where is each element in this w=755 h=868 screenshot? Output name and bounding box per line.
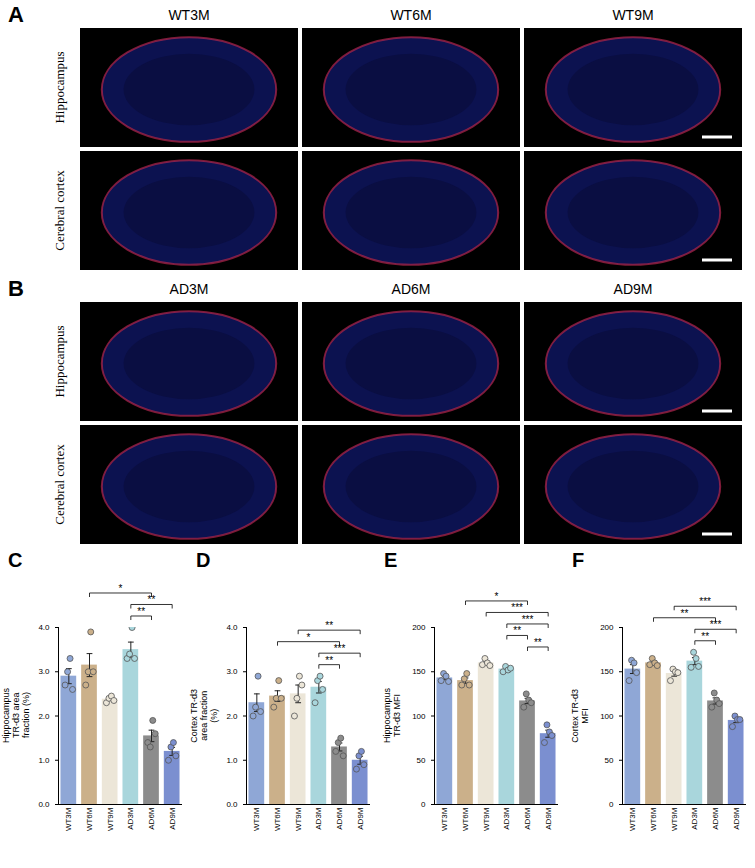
svg-text:200: 200	[600, 623, 614, 632]
svg-text:150: 150	[412, 667, 426, 676]
svg-text:**: **	[325, 620, 333, 631]
svg-text:200: 200	[412, 623, 426, 632]
svg-text:Hippocampus: Hippocampus	[52, 51, 67, 123]
svg-text:150: 150	[600, 667, 614, 676]
svg-text:AD9M: AD9M	[356, 807, 365, 830]
svg-text:2.0: 2.0	[226, 712, 238, 721]
svg-text:***: ***	[710, 619, 722, 630]
svg-text:***: ***	[511, 602, 523, 613]
svg-text:WT3M: WT3M	[440, 807, 449, 831]
html-text:Cortex TR-d3 area fraction (%): Cortex TR-d3 area fraction (%)	[189, 688, 219, 743]
svg-text:AD6M: AD6M	[147, 807, 156, 830]
svg-text:1.0: 1.0	[38, 756, 50, 765]
svg-text:AD3M: AD3M	[502, 807, 511, 830]
html-text:F: F	[572, 549, 585, 571]
svg-text:AD9M: AD9M	[732, 807, 741, 830]
html-text:Cortex TR-d3 MFI: Cortex TR-d3 MFI	[570, 688, 590, 743]
svg-text:B: B	[8, 276, 24, 301]
svg-text:AD3M: AD3M	[126, 807, 135, 830]
svg-text:AD6M: AD6M	[335, 807, 344, 830]
svg-text:WT9M: WT9M	[294, 807, 303, 831]
svg-text:**: **	[325, 655, 333, 666]
svg-text:**: **	[534, 637, 542, 648]
svg-text:Cerebral cortex: Cerebral cortex	[52, 444, 67, 525]
svg-text:AD6M: AD6M	[392, 281, 431, 297]
svg-text:0.0: 0.0	[226, 800, 238, 809]
html-text:C: C	[8, 549, 23, 571]
svg-text:AD3M: AD3M	[690, 807, 699, 830]
svg-text:*: *	[307, 632, 311, 643]
svg-text:***: ***	[522, 614, 534, 625]
svg-text:**: **	[148, 594, 156, 605]
svg-text:***: ***	[334, 643, 346, 654]
svg-text:WT3M: WT3M	[64, 807, 73, 831]
svg-text:WT6M: WT6M	[85, 807, 94, 831]
svg-text:A: A	[8, 2, 24, 27]
svg-text:WT9M: WT9M	[612, 7, 653, 23]
svg-text:AD3M: AD3M	[314, 807, 323, 830]
html-text:D: D	[196, 549, 211, 571]
html-text:E: E	[384, 549, 398, 571]
html-text:Hippocampus TR-d3 MFI: Hippocampus TR-d3 MFI	[382, 688, 402, 743]
html-text:Hippocampus TR-d3 area fractio: Hippocampus TR-d3 area fraction (%)	[1, 688, 31, 743]
svg-text:**: **	[513, 625, 521, 636]
svg-text:0.0: 0.0	[38, 800, 50, 809]
svg-text:*: *	[119, 583, 123, 594]
svg-text:50: 50	[417, 756, 426, 765]
svg-text:**: **	[137, 606, 145, 617]
svg-text:WT6M: WT6M	[461, 807, 470, 831]
svg-text:100: 100	[600, 712, 614, 721]
svg-text:1.0: 1.0	[226, 756, 238, 765]
svg-text:WT9M: WT9M	[670, 807, 679, 831]
svg-text:4.0: 4.0	[38, 623, 50, 632]
svg-text:Hippocampus: Hippocampus	[52, 325, 67, 397]
svg-text:AD9M: AD9M	[168, 807, 177, 830]
svg-text:3.0: 3.0	[38, 667, 50, 676]
svg-text:*: *	[495, 591, 499, 602]
svg-text:Cerebral cortex: Cerebral cortex	[52, 170, 67, 251]
svg-text:**: **	[701, 631, 709, 642]
svg-text:WT9M: WT9M	[482, 807, 491, 831]
svg-text:AD9M: AD9M	[544, 807, 553, 830]
svg-text:WT3M: WT3M	[252, 807, 261, 831]
svg-text:AD6M: AD6M	[523, 807, 532, 830]
svg-text:WT6M: WT6M	[390, 7, 431, 23]
svg-text:WT3M: WT3M	[628, 807, 637, 831]
svg-text:WT3M: WT3M	[168, 7, 209, 23]
svg-text:2.0: 2.0	[38, 712, 50, 721]
svg-text:WT6M: WT6M	[273, 807, 282, 831]
svg-text:3.0: 3.0	[226, 667, 238, 676]
svg-text:**: **	[681, 608, 689, 619]
svg-text:AD6M: AD6M	[711, 807, 720, 830]
svg-text:4.0: 4.0	[226, 623, 238, 632]
svg-text:WT6M: WT6M	[649, 807, 658, 831]
svg-text:***: ***	[699, 596, 711, 607]
svg-text:50: 50	[605, 756, 614, 765]
svg-text:100: 100	[412, 712, 426, 721]
svg-text:0: 0	[609, 800, 614, 809]
svg-text:AD3M: AD3M	[170, 281, 209, 297]
svg-text:0: 0	[421, 800, 426, 809]
svg-text:AD9M: AD9M	[614, 281, 653, 297]
svg-text:WT9M: WT9M	[106, 807, 115, 831]
